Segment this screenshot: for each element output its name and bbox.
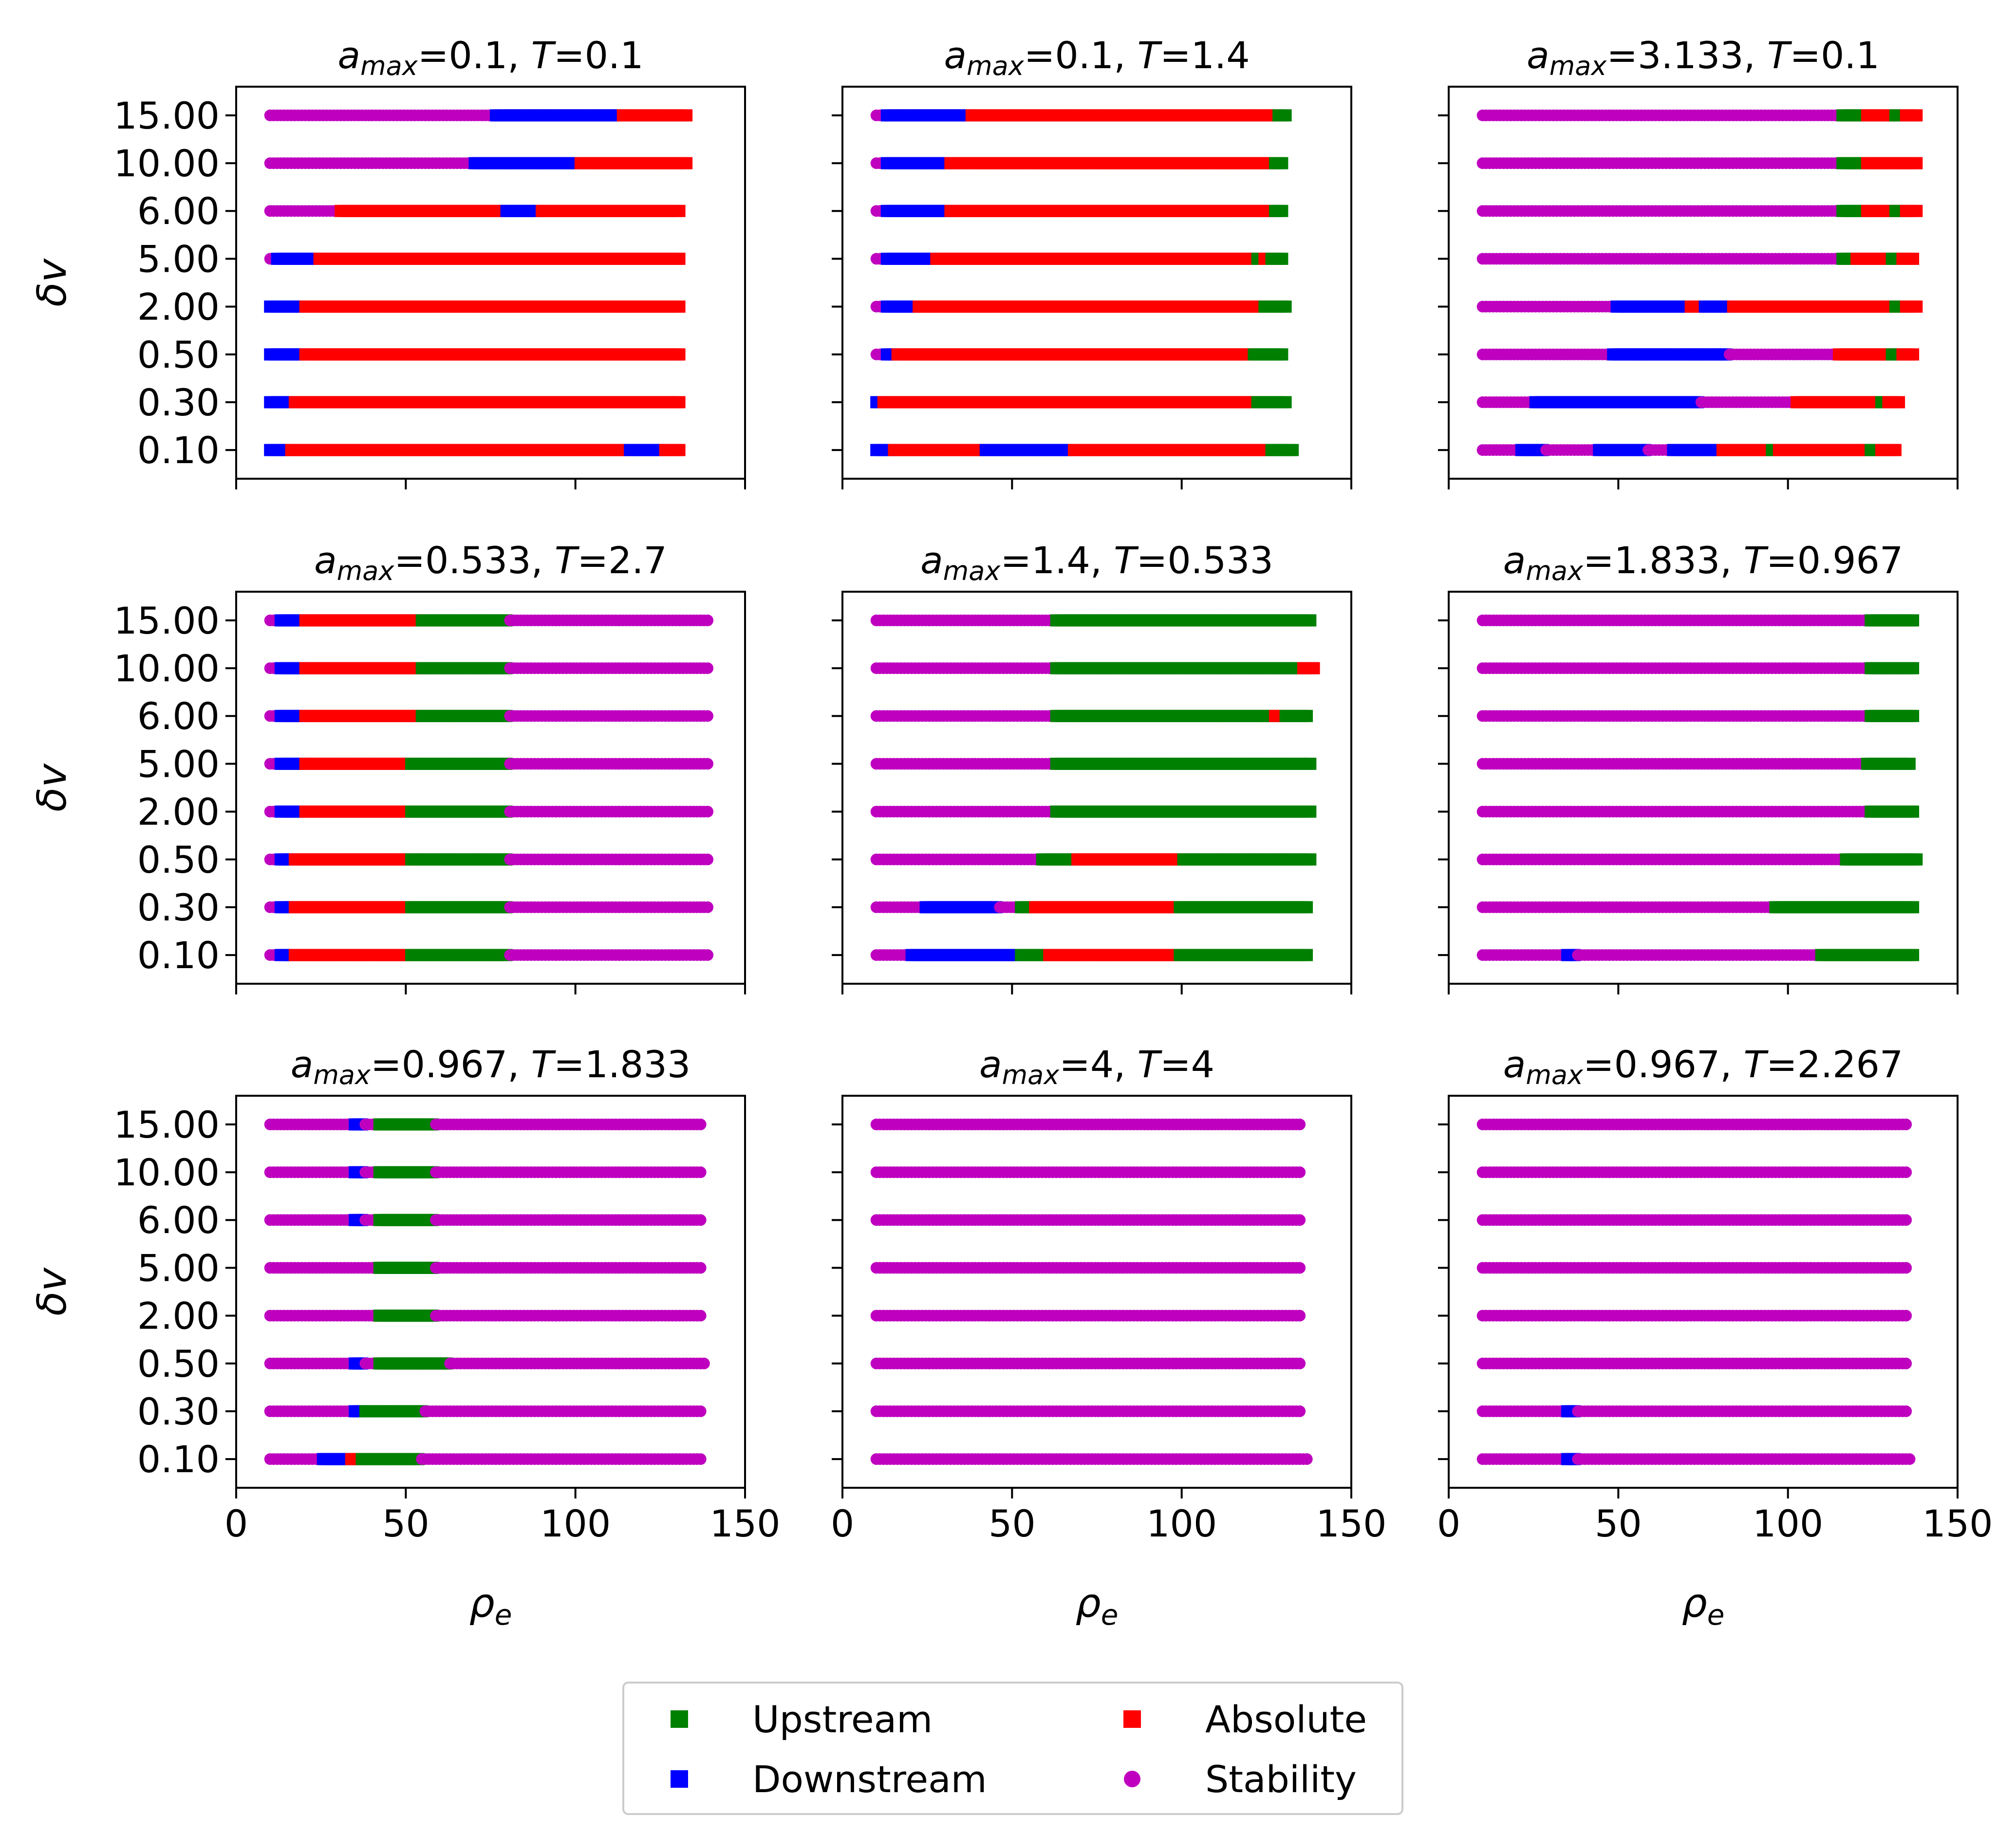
- point-upstream: [1276, 252, 1288, 265]
- data-points: [264, 614, 714, 961]
- point-upstream: [1304, 614, 1317, 627]
- y-axis-label: δv: [29, 763, 75, 812]
- point-upstream: [1276, 157, 1288, 169]
- point-absolute: [673, 444, 686, 456]
- axes-frame: [235, 86, 746, 480]
- axes-frame: [841, 591, 1352, 985]
- subplot-2: amax=0.1, T=1.4: [832, 34, 1352, 489]
- point-stability: [702, 949, 714, 961]
- y-axis-label: δv: [29, 258, 75, 307]
- subplot-title: amax=0.533, T=2.7: [314, 539, 667, 586]
- point-absolute: [673, 396, 686, 409]
- point-stability: [702, 614, 714, 626]
- y-tick-label: 0.50: [137, 333, 220, 376]
- point-absolute: [1907, 252, 1920, 265]
- y-tick-label: 10.00: [113, 142, 220, 185]
- y-tick-label: 0.10: [137, 934, 220, 977]
- data-points: [264, 109, 693, 456]
- point-absolute: [673, 300, 686, 313]
- point-stability: [702, 805, 714, 818]
- y-tick-label: 6.00: [137, 189, 220, 233]
- y-tick-label: 6.00: [137, 694, 220, 738]
- point-stability: [702, 853, 714, 865]
- point-absolute: [1893, 396, 1905, 409]
- point-upstream: [1301, 949, 1313, 961]
- y-tick-label: 0.10: [137, 429, 220, 472]
- subplot-title: amax=1.833, T=0.967: [1503, 539, 1904, 586]
- y-tick-label: 15.00: [113, 94, 220, 137]
- point-absolute: [1910, 109, 1923, 122]
- point-stability: [702, 901, 714, 913]
- data-points: [1476, 614, 1923, 961]
- y-tick-label: 15.00: [113, 599, 220, 642]
- subplot-6: amax=1.833, T=0.967: [1438, 539, 1959, 994]
- point-upstream: [1276, 348, 1288, 361]
- y-tick-label: 0.30: [137, 886, 220, 929]
- y-tick-label: 0.30: [137, 381, 220, 424]
- point-upstream: [1301, 901, 1313, 914]
- point-absolute: [673, 252, 686, 265]
- y-tick-label: 2.00: [137, 285, 220, 329]
- point-stability: [702, 662, 714, 674]
- subplot-5: amax=1.4, T=0.533: [832, 539, 1352, 994]
- y-tick-label: 5.00: [137, 742, 220, 786]
- y-tick-label: 2.00: [137, 790, 220, 834]
- data-points: [870, 109, 1299, 456]
- point-upstream: [1276, 205, 1288, 217]
- axes-frame: [1448, 86, 1959, 480]
- point-absolute: [1907, 348, 1920, 361]
- y-tick-label: 0.50: [137, 838, 220, 881]
- subplot-title: amax=0.1, T=1.4: [944, 34, 1250, 81]
- point-upstream: [1279, 109, 1292, 122]
- point-absolute: [673, 205, 686, 217]
- point-absolute: [673, 348, 686, 361]
- point-upstream: [1304, 853, 1317, 866]
- point-absolute: [680, 157, 693, 169]
- point-absolute: [680, 109, 693, 122]
- point-upstream: [1301, 710, 1313, 722]
- subplot-3: amax=3.133, T=0.1: [1438, 34, 1959, 489]
- subplot-title: amax=3.133, T=0.1: [1527, 34, 1880, 81]
- data-points: [870, 614, 1320, 961]
- point-upstream: [1287, 444, 1299, 456]
- subplot-4: amax=0.533, T=2.7 0.10 0.30 0.502.005.006.0…: [29, 539, 746, 994]
- subplot-title: amax=1.4, T=0.533: [920, 539, 1273, 586]
- point-absolute: [1910, 205, 1923, 217]
- axes-frame: [235, 591, 746, 985]
- subplot-title: amax=0.1, T=0.1: [337, 34, 643, 81]
- point-stability: [702, 758, 714, 770]
- subplot-1: amax=0.1, T=0.10.100.300.502.005.006.001…: [29, 34, 746, 489]
- point-upstream: [1304, 757, 1317, 770]
- axes-frame: [841, 86, 1352, 480]
- point-upstream: [1304, 805, 1317, 818]
- point-absolute: [1307, 662, 1320, 674]
- point-stability: [702, 710, 714, 722]
- data-points: [1476, 109, 1923, 456]
- point-upstream: [1279, 396, 1292, 409]
- y-tick-label: 10.00: [113, 647, 220, 690]
- point-absolute: [1889, 444, 1902, 456]
- y-tick-label: 5.00: [137, 237, 220, 281]
- point-absolute: [1910, 300, 1923, 313]
- point-absolute: [1910, 157, 1923, 169]
- point-upstream: [1279, 300, 1292, 313]
- subplot-grid: amax=0.1, T=0.10.100.300.502.005.006.001…: [29, 34, 1993, 1631]
